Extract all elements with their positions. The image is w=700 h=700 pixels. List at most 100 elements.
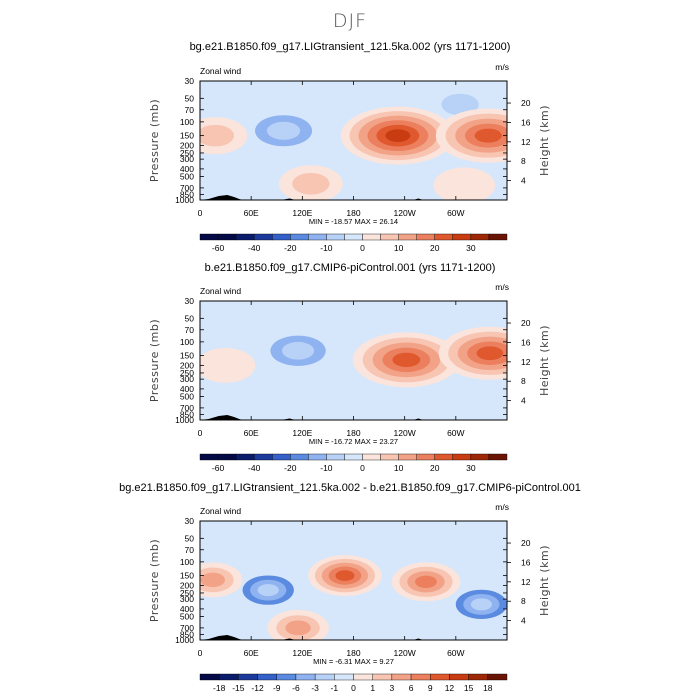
x-tick-label: 180 [346, 428, 360, 438]
height-axis-title: Height (km) [538, 545, 551, 616]
panel-2-title: b.e21.B1850.f09_g17.CMIP6-piControl.001 … [204, 262, 496, 274]
colorbar-box [468, 673, 489, 681]
x-tick-label: 0 [198, 428, 203, 438]
panel-1-title: bg.e21.B1850.f09_g17.LIGtransient_121.5k… [189, 41, 511, 53]
colorbar-box [199, 673, 220, 681]
contour-band-2-5 [385, 129, 411, 142]
colorbar-label: 18 [483, 683, 493, 693]
y-tick-label: 70 [185, 105, 195, 115]
y-tick-label: 850 [180, 629, 194, 639]
height-tick-label: 4 [521, 176, 526, 186]
height-tick-label: 8 [521, 376, 526, 386]
colorbar-label: -20 [284, 463, 297, 473]
y-tick-label: 250 [180, 368, 194, 378]
colorbar-box [391, 673, 412, 681]
y-tick-label: 500 [180, 171, 194, 181]
height-tick-label: 8 [521, 156, 526, 166]
colorbar-label: -15 [232, 683, 245, 693]
colorbar-label: -3 [311, 683, 319, 693]
y-tick-label: 200 [180, 360, 194, 370]
colorbar-label: 6 [409, 683, 414, 693]
x-tick-label: 60W [447, 208, 464, 218]
x-tick-label: 120W [394, 208, 416, 218]
colorbar-box [410, 673, 431, 681]
colorbar-label: -1 [331, 683, 339, 693]
y-tick-label: 700 [180, 623, 194, 633]
height-tick-label: 20 [521, 318, 531, 328]
contour-band-1-1 [441, 93, 479, 116]
y-tick-label: 30 [185, 296, 195, 306]
contour-band-2-4 [476, 346, 504, 361]
colorbar-label: 9 [428, 683, 433, 693]
colorbar-label: 0 [360, 243, 365, 253]
contour-band-5-1 [292, 172, 330, 195]
colorbar-box [449, 673, 469, 681]
height-tick-label: 12 [521, 357, 531, 367]
colorbar-label: 12 [445, 683, 455, 693]
contour-band-3-4 [474, 128, 502, 143]
colorbar-label: 20 [430, 243, 440, 253]
min-max-label: MIN = -18.57 MAX = 26.14 [309, 217, 398, 226]
colorbar-box [218, 673, 239, 681]
y-tick-label: 1000 [175, 635, 194, 645]
y-axis-right: 4 8 12 16 20 [507, 98, 531, 186]
x-axis: 0 60E 120E 180 120W 60W [198, 81, 465, 218]
contour-band-0-2 [281, 341, 315, 360]
contour-band-2-4 [335, 570, 355, 581]
colorbar-box [334, 673, 354, 681]
x-tick-label: 120E [292, 208, 312, 218]
x-tick-label: 120E [292, 648, 312, 658]
colorbar-label: -60 [212, 243, 225, 253]
min-max-label: MIN = -6.31 MAX = 9.27 [313, 657, 394, 666]
contour-band-1-3 [470, 598, 492, 611]
y-tick-label: 850 [180, 409, 194, 419]
contour-band-5-2 [200, 572, 225, 588]
y-tick-label: 50 [185, 533, 195, 543]
colorbar-label: 10 [394, 243, 404, 253]
colorbar-label: 0 [351, 683, 356, 693]
contour-band-1-4 [392, 352, 421, 367]
page-title: DJF [332, 10, 368, 32]
contour-band-0-3 [257, 584, 279, 597]
colorbar: -18 -15 -12 -9 -6 -3 -1 0 1 3 6 9 12 15 18 [199, 673, 508, 693]
contour-field [200, 521, 507, 640]
x-tick-label: 180 [346, 648, 360, 658]
colorbar-box [430, 673, 450, 681]
contour-band-6-0 [433, 167, 496, 200]
x-tick-label: 120W [394, 428, 416, 438]
colorbar-box [487, 673, 508, 681]
height-tick-label: 4 [521, 616, 526, 626]
y-tick-label: 700 [180, 183, 194, 193]
y-axis-title: Pressure (mb) [148, 539, 161, 622]
colorbar-label: -10 [320, 243, 333, 253]
height-tick-label: 8 [521, 596, 526, 606]
colorbar-label: 30 [466, 463, 476, 473]
x-tick-label: 60W [447, 428, 464, 438]
height-tick-label: 20 [521, 538, 531, 548]
min-max-label: MIN = -16.72 MAX = 23.27 [309, 437, 398, 446]
height-axis-title: Height (km) [538, 105, 551, 176]
y-axis-title: Pressure (mb) [148, 99, 161, 182]
y-tick-label: 850 [180, 189, 194, 199]
colorbar-box [238, 673, 258, 681]
units-string: m/s [495, 282, 509, 292]
x-tick-label: 120W [394, 648, 416, 658]
y-tick-label: 200 [180, 580, 194, 590]
colorbar-label: -20 [284, 243, 297, 253]
y-tick-label: 250 [180, 588, 194, 598]
y-tick-label: 200 [180, 140, 194, 150]
colorbar-label: 0 [360, 463, 365, 473]
x-axis: 0 60E 120E 180 120W 60W [198, 521, 465, 658]
y-tick-label: 300 [180, 154, 194, 164]
x-tick-label: 60E [244, 208, 259, 218]
colorbar-box [295, 673, 316, 681]
colorbar-box [276, 673, 297, 681]
y-tick-label: 50 [185, 93, 195, 103]
height-tick-label: 16 [521, 557, 531, 567]
colorbar-label: 15 [464, 683, 474, 693]
colorbar-label: 1 [370, 683, 375, 693]
colorbar-label: -40 [248, 463, 261, 473]
colorbar-label: 30 [466, 243, 476, 253]
